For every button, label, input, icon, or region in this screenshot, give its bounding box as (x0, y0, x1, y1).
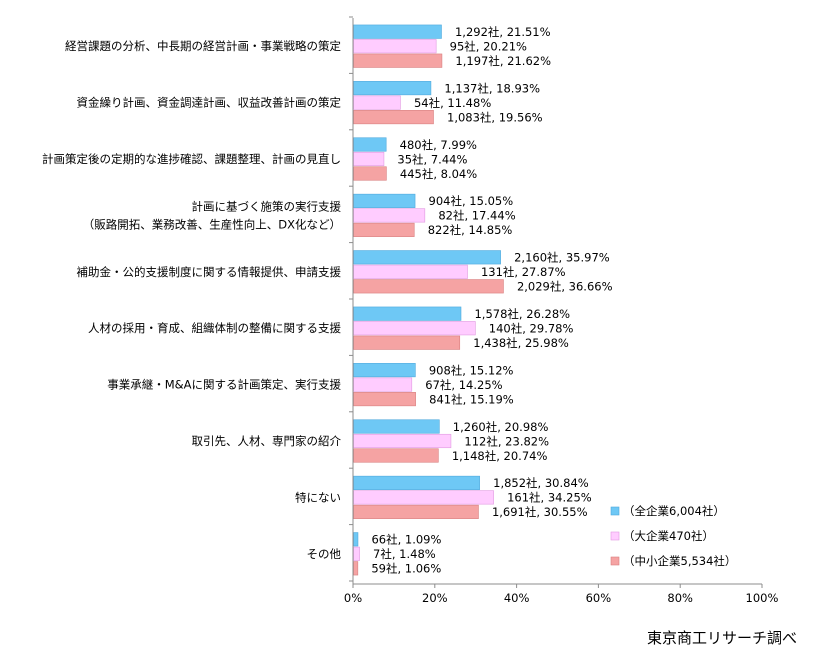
x-tick-label: 60% (586, 591, 612, 605)
bar (353, 433, 452, 449)
source-credit: 東京商工リサーチ調べ (646, 629, 797, 647)
bar-value-label: 1,852社, 30.84% (493, 476, 589, 490)
bar-value-label: 67社, 14.25% (425, 378, 502, 392)
bar-value-label: 59社, 1.06% (371, 562, 441, 576)
bar-labels-layer: 1,292社, 21.51%95社, 20.21%1,197社, 21.62% 1… (371, 25, 612, 576)
category-labels-layer: 経営課題の分析、中長期の経営計画・事業戦略の策定資金繰り計画、資金調達計画、収益… (42, 39, 341, 561)
bar-value-label: 1,137社, 18.93% (444, 81, 540, 95)
x-axis: 0% 20% 40% 60% 80% 100% (344, 583, 779, 605)
category-label: 補助金・公的支援制度に関する情報提供、申請支援 (77, 265, 342, 279)
bar-value-label: 445社, 8.04% (400, 167, 477, 181)
bar (353, 193, 416, 208)
x-tick-label: 20% (422, 591, 448, 605)
bar-value-label: 841社, 15.19% (429, 392, 514, 406)
bar (353, 81, 432, 96)
bar (353, 222, 415, 237)
bar (353, 39, 437, 54)
bar-value-label: 1,083社, 19.56% (447, 110, 543, 124)
bar (353, 546, 360, 561)
category-label: 取引先、人材、専門家の紹介 (192, 434, 342, 448)
bar (353, 166, 387, 181)
bar (353, 95, 401, 110)
x-tick-label: 100% (746, 591, 779, 605)
bar-value-label: 82社, 17.44% (438, 209, 515, 223)
bar (353, 561, 359, 576)
category-label: 人材の採用・育成、組織体制の整備に関する支援 (88, 321, 341, 335)
category-label-line: （販路開拓、業務改善、生産性向上、DX化など） (83, 217, 341, 231)
legend-label: （中小企業5,534社） (623, 554, 736, 568)
category-label: 事業承継・M&Aに関する計画策定、実行支援 (107, 378, 341, 392)
legend-swatch (610, 506, 620, 516)
x-tick-label: 0% (344, 591, 362, 605)
bar (353, 490, 494, 505)
category-label-line: 計画に基づく施策の実行支援 (192, 199, 342, 213)
legend-swatch (610, 556, 620, 566)
bar-value-label: 131社, 27.87% (481, 265, 566, 279)
bar-value-label: 95社, 20.21% (450, 39, 527, 53)
bar (353, 137, 387, 152)
x-tick-label: 80% (667, 591, 693, 605)
x-tick-label: 40% (504, 591, 530, 605)
bar-value-label: 54社, 11.48% (414, 96, 491, 110)
bar-value-label: 1,691社, 30.55% (492, 505, 588, 519)
bar (353, 208, 426, 223)
category-label: 資金繰り計画、資金調達計画、収益改善計画の策定 (77, 96, 342, 110)
bar (353, 53, 443, 68)
legend-swatch (610, 531, 620, 541)
bar-value-label: 904社, 15.05% (429, 194, 514, 208)
bar-value-label: 1,260社, 20.98% (453, 420, 549, 434)
bar-value-label: 1,438社, 25.98% (473, 336, 569, 350)
category-label: 経営課題の分析、中長期の経営計画・事業戦略の策定 (65, 39, 341, 53)
bar-value-label: 7社, 1.48% (373, 547, 436, 561)
legend: （全企業6,004社） （大企業470社） （中小企業5,534社） (610, 504, 736, 568)
bar (353, 151, 385, 167)
category-label: 計画策定後の定期的な進捗確認、課題整理、計画の見直し (42, 152, 341, 166)
bar-value-label: 66社, 1.09% (371, 533, 441, 547)
bar-value-label: 1,148社, 20.74% (452, 449, 548, 463)
bar (353, 335, 461, 350)
bar (353, 24, 442, 39)
legend-label: （大企業470社） (623, 529, 714, 543)
bar (353, 279, 504, 294)
bar (353, 392, 416, 407)
bar-value-label: 2,160社, 35.97% (514, 251, 610, 265)
bar (353, 475, 480, 490)
bar (353, 419, 440, 434)
bar-value-label: 908社, 15.12% (429, 363, 514, 377)
bar (353, 377, 413, 392)
bar (353, 306, 462, 321)
bar (353, 363, 416, 378)
bar (353, 321, 476, 336)
legend-label: （全企業6,004社） (623, 504, 725, 518)
bar-value-label: 1,292社, 21.51% (455, 25, 551, 39)
bar (353, 532, 359, 547)
bar (353, 504, 479, 519)
category-label: 特にない (295, 490, 341, 504)
category-label: その他 (307, 547, 342, 561)
bar-value-label: 480社, 7.99% (400, 138, 477, 152)
bar-value-label: 35社, 7.44% (397, 152, 467, 166)
bar-value-label: 161社, 34.25% (507, 491, 592, 505)
bar (353, 264, 468, 279)
bar (353, 250, 501, 265)
bar-value-label: 822社, 14.85% (428, 223, 513, 237)
bar (353, 448, 439, 463)
bar-value-label: 112社, 23.82% (464, 434, 549, 448)
bar-value-label: 1,197社, 21.62% (455, 54, 551, 68)
bar (353, 110, 434, 125)
bar-value-label: 140社, 29.78% (489, 321, 574, 335)
bar-value-label: 1,578社, 26.28% (474, 307, 570, 321)
bar-value-label: 2,029社, 36.66% (517, 280, 613, 294)
